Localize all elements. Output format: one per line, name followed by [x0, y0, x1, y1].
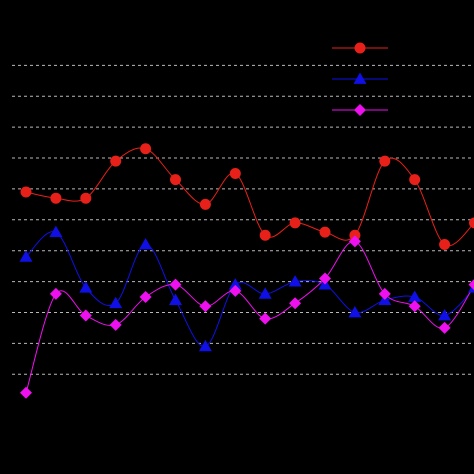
series-3-point	[169, 278, 182, 291]
series-3-point	[79, 309, 92, 322]
series-2-point	[169, 293, 182, 305]
series-2-line	[25, 231, 474, 347]
series-2-point	[139, 238, 153, 250]
series-1-point	[50, 192, 62, 204]
series-3-point	[468, 279, 474, 291]
series-1-point	[319, 226, 331, 238]
series-1-point	[439, 239, 451, 251]
series-2-point	[49, 225, 63, 238]
series-3-point	[20, 386, 32, 399]
series-3-point	[199, 300, 212, 313]
legend	[332, 42, 388, 116]
series-3-point	[348, 235, 361, 248]
series-2-point	[288, 275, 302, 287]
series-1-point	[20, 186, 32, 198]
series-3-point	[139, 291, 152, 304]
series-3-point	[438, 321, 451, 334]
series-1-point	[80, 192, 92, 204]
grid-lines	[12, 64, 474, 375]
series-3-point	[49, 287, 62, 300]
series-3-point	[229, 284, 242, 297]
legend-marker	[354, 42, 366, 54]
series-2-point	[348, 305, 362, 318]
series-1-line	[25, 147, 474, 247]
legend-marker	[354, 104, 366, 116]
series-2-point	[79, 281, 93, 293]
series-2-point	[198, 339, 212, 352]
series-2-point	[228, 278, 242, 290]
series-lines	[25, 147, 474, 393]
series-2-point	[19, 250, 33, 262]
series-3-point	[408, 300, 421, 313]
series-2-point	[438, 309, 452, 321]
series-markers	[19, 143, 474, 399]
series-1-point	[289, 217, 301, 229]
series-1-point	[229, 167, 241, 179]
series-1-point	[110, 155, 122, 167]
series-2-point	[109, 296, 123, 309]
series-1-point	[259, 229, 271, 241]
series-1-point	[199, 198, 211, 210]
legend-marker	[353, 72, 367, 84]
series-2-point	[258, 287, 272, 299]
series-1-point	[379, 155, 391, 167]
series-3-point	[259, 312, 272, 325]
series-1-point	[469, 217, 474, 229]
series-2-point	[408, 290, 422, 302]
series-3-line	[25, 240, 474, 393]
series-3-point	[289, 297, 302, 310]
series-1-point	[170, 174, 181, 186]
series-3-point	[109, 318, 122, 331]
series-1-point	[140, 143, 152, 155]
series-3-point	[378, 287, 391, 300]
series-1-point	[409, 174, 421, 186]
series-1-point	[349, 229, 361, 241]
series-3-point	[319, 272, 331, 285]
